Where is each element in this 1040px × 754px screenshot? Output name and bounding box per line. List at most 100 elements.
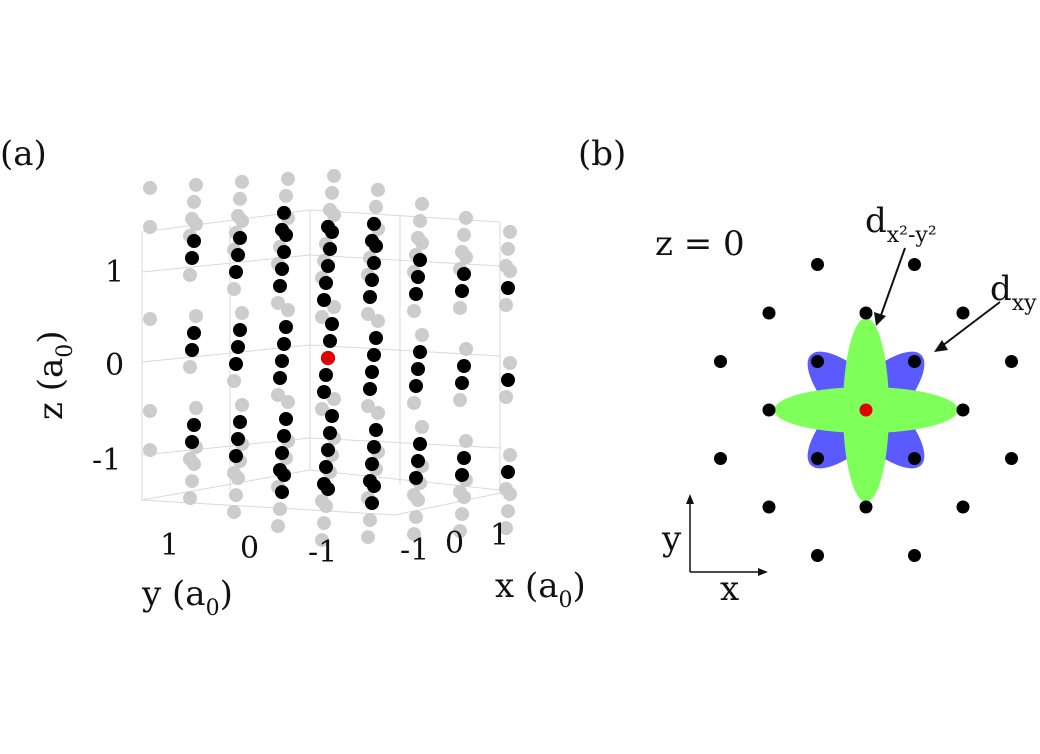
lattice-point [229,265,243,279]
lattice-site [811,549,824,562]
y-tick-0: 0 [240,531,259,566]
lattice-point [327,168,341,183]
lattice-point [499,258,513,273]
lattice-point [231,248,245,262]
lattice-point [365,496,379,511]
x-tick-1: 1 [490,518,509,553]
lattice-point [411,454,425,468]
lattice-point [457,227,471,242]
lattice-point [503,487,517,502]
lattice-point [275,354,289,368]
lattice-point [415,328,429,342]
lattice-point [411,270,425,284]
lattice-point [323,202,337,217]
lattice-point [499,298,513,312]
lattice-point [143,312,157,326]
lattice-point [275,485,289,500]
lattice-site [956,500,970,514]
lattice-point [271,296,285,310]
lattice-point [413,253,427,267]
lattice-point [275,446,289,460]
lattice-point [365,273,379,287]
dxy-label: dxy [990,269,1037,316]
dx2-y2-arrow [874,247,906,326]
x-tick-minus1: -1 [400,533,429,568]
lattice-point [459,434,473,448]
lattice-point [185,251,199,265]
lattice-point [143,443,157,458]
z-axis-label: z (a0) [31,330,78,420]
lattice-point [455,468,469,482]
x-axis-letter: x [720,569,739,609]
lattice-point [453,301,467,315]
lattice-point [363,513,377,528]
lattice-point [275,262,289,276]
lattice-point [407,527,421,542]
lattice-point [327,392,341,406]
lattice-point [457,267,471,281]
lattice-point [187,418,201,432]
y-tick-1: 1 [160,528,179,563]
lattice-point [367,479,381,494]
lattice-site [762,403,776,417]
lattice-point [457,490,471,505]
lattice-point [369,331,383,345]
lattice-points [143,168,517,548]
lattice-point [503,356,517,370]
center-site-a [321,351,335,365]
lattice-point [143,220,157,234]
lattice-point [409,471,423,485]
lattice-point [459,342,473,356]
lattice-point [183,268,197,282]
lattice-point [227,374,241,388]
lattice-point [415,196,429,211]
lattice-point [365,365,379,379]
lattice-point [409,287,423,301]
lattice-point [235,306,249,320]
xy-axes [686,494,768,576]
lattice-site [908,452,921,465]
lattice-site [1005,355,1018,368]
lattice-point [271,388,285,402]
lattice-point [187,457,201,472]
planar-lattice-sites [714,258,1018,562]
lattice-point [453,524,467,539]
lattice-point [279,320,293,334]
lattice-site [811,452,824,465]
lattice-point [279,412,293,426]
y-axis: 1 0 -1 y (a0) [141,528,337,621]
panel-b: (b) z = 0 dx²-y² dxy [578,134,1037,609]
lattice-point [457,359,471,373]
lattice-point [281,395,295,409]
lattice-point [315,402,329,416]
lattice-point [371,182,385,197]
lattice-point [235,174,249,189]
lattice-point [409,379,423,393]
lattice-point [501,373,515,387]
z-tick-1: 1 [105,255,124,290]
z-tick-minus1: -1 [92,443,121,478]
lattice-point [231,432,245,446]
lattice-point [325,185,339,200]
center-site-b [859,403,873,417]
lattice-site [762,500,776,514]
lattice-site [762,306,776,320]
lattice-point [189,177,203,192]
y-tick-minus1: -1 [308,535,337,570]
lattice-point [233,191,247,206]
lattice-point [279,188,293,203]
lattice-point [499,390,513,404]
lattice-point [189,309,203,323]
lattice-point [277,337,291,351]
lattice-point [327,300,341,314]
lattice-point [407,396,421,410]
lattice-site [908,258,921,271]
lattice-point [277,205,291,220]
lattice-point [415,420,429,434]
lattice-point [501,465,515,479]
lattice-point [501,241,515,256]
lattice-point [277,468,291,483]
lattice-site [908,549,921,562]
lattice-site [956,306,970,320]
